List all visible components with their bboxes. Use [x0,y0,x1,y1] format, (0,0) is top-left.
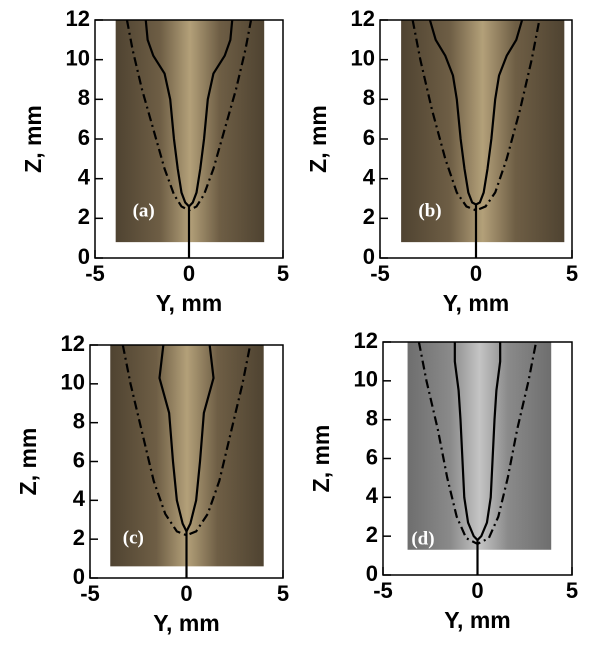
x-tick-label: -5 [85,261,105,286]
curve [144,19,234,209]
y-tick-label: 6 [363,125,375,150]
y-tick-label: 8 [78,85,90,110]
y-axis-title: Z, mm [308,425,334,493]
y-tick-label: 12 [351,6,375,31]
x-tick-label: 0 [180,581,192,606]
x-tick-label: -5 [370,261,390,286]
panel-label: (c) [123,528,144,549]
y-tick-label: 0 [363,244,375,269]
x-tick-label: 0 [471,578,483,603]
y-tick-label: 6 [366,444,378,469]
y-axis-title: Z, mm [15,428,41,496]
x-tick-label: 5 [566,261,578,286]
curve [121,344,252,537]
y-tick-label: 0 [78,244,90,269]
x-tick-label: -5 [373,578,393,603]
y-tick-label: 0 [73,564,85,589]
micrograph [401,20,565,243]
y-tick-label: 12 [61,331,85,356]
y-tick-label: 2 [73,525,85,550]
y-tick-label: 8 [366,405,378,430]
x-axis-title: Y, mm [443,290,509,316]
y-axis-title: Z, mm [20,105,46,173]
x-axis-title: Y, mm [153,610,219,636]
panel-label: (a) [133,201,155,222]
y-tick-label: 10 [66,45,90,70]
y-tick-label: 4 [363,164,376,189]
y-tick-label: 8 [363,85,375,110]
y-tick-label: 12 [354,328,378,353]
y-tick-label: 8 [73,408,85,433]
y-tick-label: 0 [366,561,378,586]
y-tick-label: 12 [66,6,90,31]
y-tick-label: 4 [78,164,91,189]
y-tick-label: 2 [366,522,378,547]
y-tick-label: 2 [363,204,375,229]
micrograph [407,342,552,550]
y-tick-label: 4 [366,483,379,508]
y-axis-title: Z, mm [305,105,331,173]
x-tick-label: 5 [277,581,289,606]
y-tick-label: 2 [78,204,90,229]
y-tick-label: 6 [78,125,90,150]
panel-label: (d) [411,528,434,549]
y-tick-label: 10 [354,367,378,392]
y-tick-label: 10 [61,370,85,395]
panel-label: (b) [418,201,441,222]
y-tick-label: 4 [73,486,86,511]
x-axis-title: Y, mm [156,290,222,316]
y-tick-label: 6 [73,447,85,472]
x-tick-label: 0 [470,261,482,286]
x-tick-label: 5 [566,578,578,603]
x-tick-label: -5 [80,581,100,606]
y-tick-label: 10 [351,45,375,70]
x-tick-label: 5 [277,261,289,286]
x-tick-label: 0 [183,261,195,286]
x-axis-title: Y, mm [444,607,510,633]
